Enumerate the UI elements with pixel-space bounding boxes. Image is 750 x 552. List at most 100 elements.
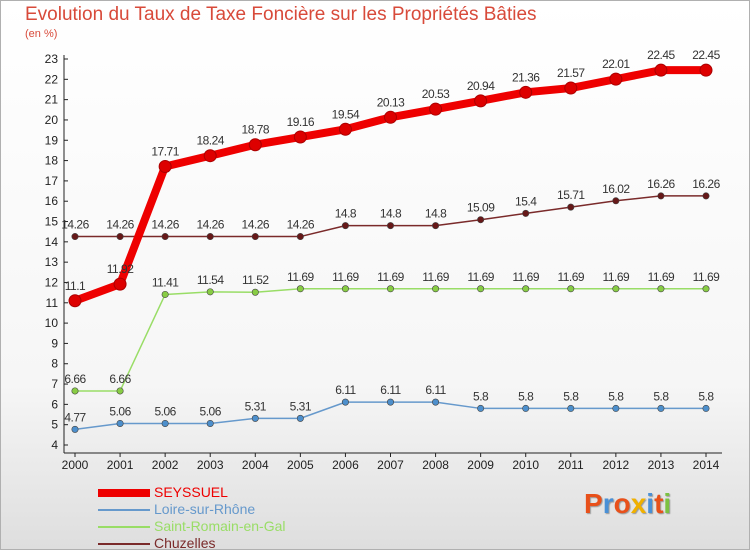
logo-letter: r [602,488,614,519]
data-label: 11.92 [107,262,134,276]
y-tick-label: 22 [45,72,59,86]
y-tick-label: 14 [45,235,59,249]
y-tick-label: 13 [45,255,59,269]
data-point [567,285,575,293]
logo-letter: i [663,488,672,519]
data-label: 11.69 [287,270,314,284]
data-label: 14.26 [106,218,134,232]
x-tick-label: 2006 [332,458,359,472]
legend-label: Saint-Romain-en-Gal [154,518,286,534]
data-label: 21.57 [557,66,585,80]
data-label: 11.69 [603,270,630,284]
data-label: 14.26 [151,218,179,232]
data-point [113,277,127,291]
x-tick-label: 2003 [197,458,224,472]
data-label: 5.31 [290,399,312,413]
x-tick-label: 2010 [512,458,539,472]
y-tick-label: 11 [46,296,59,310]
data-point [116,233,124,241]
data-point [612,197,620,205]
data-point [71,425,79,433]
data-label: 16.26 [647,177,675,191]
y-tick-label: 8 [51,357,58,371]
data-label: 19.16 [287,115,315,129]
data-point [612,285,620,293]
x-tick-label: 2014 [693,458,720,472]
y-tick-label: 15 [45,215,59,229]
data-point [158,159,172,173]
y-tick-label: 20 [45,113,59,127]
data-point [296,233,304,241]
y-tick-label: 4 [51,438,58,452]
data-point [248,138,262,152]
data-label: 5.06 [154,404,176,418]
data-point [341,285,349,293]
data-label: 5.8 [473,389,489,403]
data-label: 21.36 [512,70,540,84]
data-label: 5.8 [608,389,624,403]
proxiti-logo: Proxiti [584,488,671,520]
data-label: 16.26 [692,177,720,191]
y-tick-label: 19 [45,133,59,147]
data-label: 22.45 [692,48,720,62]
data-point [341,398,349,406]
data-point [519,85,533,99]
data-label: 14.8 [380,207,402,221]
data-label: 15.09 [467,201,495,215]
data-label: 11.52 [242,273,269,287]
data-point [702,192,710,200]
legend-swatch [98,526,150,528]
data-label: 11.41 [152,275,179,289]
chart-subtitle: (en %) [25,28,58,40]
data-point [522,404,530,412]
data-label: 15.4 [515,194,537,208]
data-label: 19.54 [332,107,360,121]
y-tick-label: 5 [51,418,58,432]
data-label: 5.31 [245,399,267,413]
data-label: 4.77 [64,410,86,424]
data-point [203,149,217,163]
y-tick-label: 12 [45,275,59,289]
data-point [474,94,488,108]
data-point [161,290,169,298]
x-tick-label: 2005 [287,458,314,472]
data-point [567,203,575,211]
data-point [567,404,575,412]
data-point [251,288,259,296]
data-label: 6.11 [380,383,401,397]
data-label: 6.66 [64,372,86,386]
data-point [432,285,440,293]
legend-label: Loire-sur-Rhône [154,501,256,517]
data-point [296,414,304,422]
data-point [612,404,620,412]
logo-letter: x [630,488,647,519]
legend-swatch [98,489,150,497]
data-point [657,285,665,293]
data-label: 11.69 [557,270,584,284]
data-point [341,222,349,230]
x-tick-label: 2000 [62,458,89,472]
legend-swatch [98,543,150,545]
data-label: 11.69 [422,270,449,284]
data-point [699,63,713,77]
data-point [702,404,710,412]
x-tick-label: 2004 [242,458,269,472]
x-tick-label: 2012 [603,458,630,472]
data-point [206,419,214,427]
data-point [654,63,668,77]
y-tick-label: 7 [51,377,58,391]
data-label: 14.26 [196,218,224,232]
data-point [386,222,394,230]
data-label: 22.45 [647,48,675,62]
legend-label: SEYSSUEL [154,484,228,500]
data-point [657,192,665,200]
data-point [116,387,124,395]
data-point [116,419,124,427]
data-point [522,209,530,217]
x-tick-label: 2001 [107,458,134,472]
x-tick-label: 2011 [558,458,584,472]
logo-letter: o [613,488,631,519]
x-tick-label: 2013 [648,458,675,472]
data-point [161,233,169,241]
data-point [206,288,214,296]
